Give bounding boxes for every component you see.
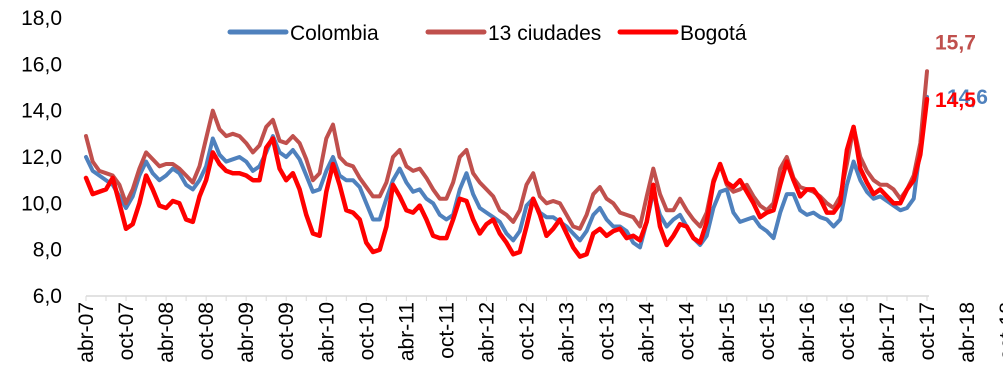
label-layer: 14,6 15,7 14,5 bbox=[935, 31, 988, 112]
x-tick-label: oct-14 bbox=[676, 302, 699, 361]
series-line-0 bbox=[84, 94, 929, 250]
y-tick-label: 16,0 bbox=[21, 53, 62, 76]
x-tick-label: abr-12 bbox=[475, 302, 498, 363]
y-tick-label: 10,0 bbox=[21, 192, 62, 215]
x-tick-label: abr-08 bbox=[155, 302, 178, 363]
axis-layer: 6,0 8,0 10,0 12,0 14,0 16,0 18,0 abr-07 oct-07 ab… bbox=[21, 7, 1003, 363]
series-line-1 bbox=[84, 69, 929, 231]
x-tick-label: abr-18 bbox=[956, 302, 979, 363]
series-layer bbox=[83, 69, 930, 259]
x-tick-label: oct-15 bbox=[756, 302, 779, 360]
x-tick-label: oct-08 bbox=[195, 302, 218, 360]
x-tick-label: abr-16 bbox=[796, 302, 819, 363]
x-tick-label: abr-17 bbox=[876, 302, 899, 363]
legend: Colombia 13 ciudades Bogotá bbox=[227, 22, 747, 45]
x-tick-label: abr-14 bbox=[636, 302, 659, 363]
x-tick-label: abr-09 bbox=[235, 302, 258, 363]
y-tick-label: 6,0 bbox=[33, 285, 62, 308]
y-tick-label: 18,0 bbox=[21, 7, 62, 30]
series-line-2 bbox=[83, 96, 930, 259]
x-tick-label: oct-11 bbox=[435, 302, 458, 359]
y-tick-label: 14,0 bbox=[21, 100, 62, 123]
x-tick-label: oct-17 bbox=[916, 302, 939, 360]
y-tick-label: 8,0 bbox=[33, 239, 62, 262]
x-tick-label: oct-18 bbox=[996, 302, 1003, 360]
x-tick-label: abr-10 bbox=[315, 302, 338, 363]
end-value-label-1: 15,7 bbox=[935, 31, 976, 54]
y-tick-label: 12,0 bbox=[21, 146, 62, 169]
x-tick-label: oct-07 bbox=[115, 302, 138, 360]
legend-label-2: Bogotá bbox=[680, 22, 747, 45]
x-tick-label: oct-13 bbox=[596, 302, 619, 360]
x-tick-label: abr-11 bbox=[395, 302, 418, 361]
x-tick-label: oct-16 bbox=[836, 302, 859, 360]
x-tick-label: oct-12 bbox=[516, 302, 539, 360]
x-tick-label: abr-15 bbox=[716, 302, 739, 363]
x-tick-label: oct-09 bbox=[275, 302, 298, 360]
legend-label-0: Colombia bbox=[290, 22, 379, 45]
x-tick-label: abr-07 bbox=[75, 302, 98, 363]
end-value-label-2: 14,5 bbox=[935, 89, 976, 112]
end-value-label-0: 14,6 bbox=[947, 86, 988, 109]
x-tick-label: abr-13 bbox=[556, 302, 579, 363]
x-tick-label: oct-10 bbox=[355, 302, 378, 360]
legend-label-1: 13 ciudades bbox=[488, 22, 601, 45]
